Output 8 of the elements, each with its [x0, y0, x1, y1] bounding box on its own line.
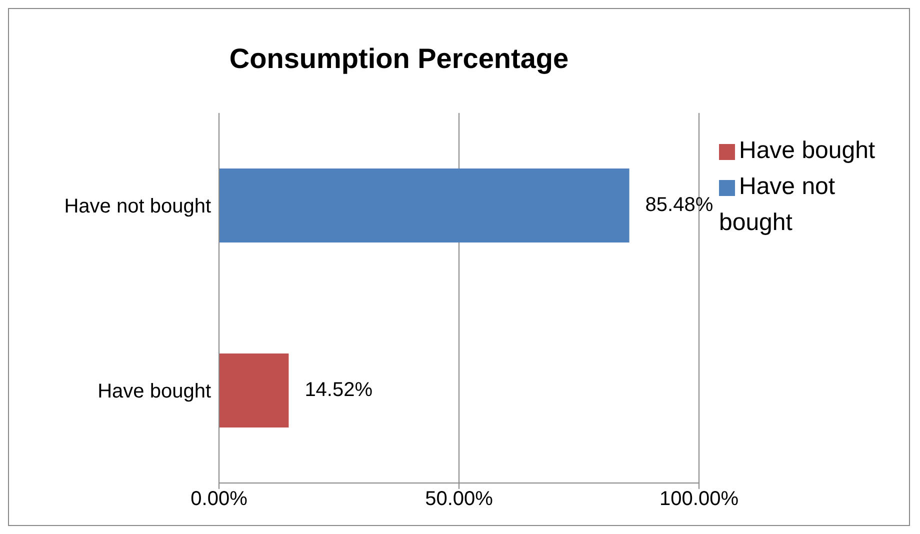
x-tick-label: 100.00% — [660, 488, 739, 510]
x-tick-label: 50.00% — [425, 488, 494, 510]
data-label: 85.48% — [645, 194, 714, 216]
x-tick-label: 0.00% — [190, 488, 248, 510]
chart-title: Consumption Percentage — [228, 42, 570, 76]
data-label: 14.52% — [304, 378, 373, 401]
legend-label: Have not bought — [719, 173, 836, 236]
legend-label: Have bought — [739, 137, 876, 164]
